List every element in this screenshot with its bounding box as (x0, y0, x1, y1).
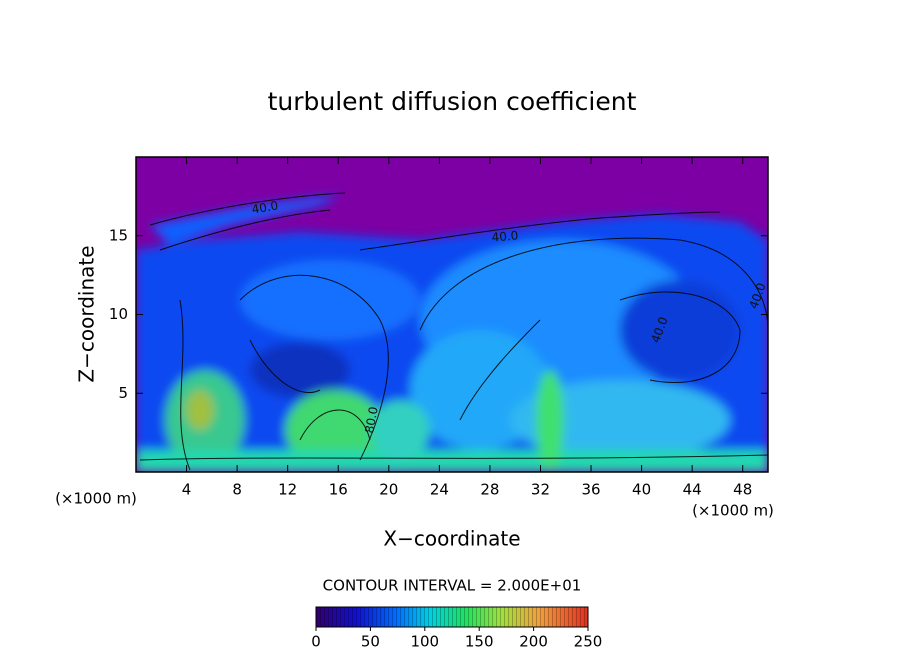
contour-interval: CONTOUR INTERVAL = 2.000E+01 (323, 577, 582, 595)
x-tick-label: 44 (683, 481, 702, 499)
x-tick-label: 40 (632, 481, 651, 499)
x-tick-label: 8 (232, 481, 242, 499)
colorbar-tick-label: 0 (311, 633, 321, 651)
colorbar-tick-label: 250 (574, 633, 603, 651)
y-tick-label: 15 (109, 226, 128, 244)
y-tick-label: 5 (118, 384, 128, 402)
y-axis-label: Z−coordinate (75, 245, 99, 382)
colorbar-tick-label: 100 (410, 633, 439, 651)
x-unit-label: (×1000 m) (692, 502, 774, 520)
colorbar-tick-label: 50 (361, 633, 380, 651)
y-tick-label: 10 (109, 305, 128, 323)
x-tick-label: 24 (430, 481, 449, 499)
x-unit-label: (×1000 m) (55, 490, 137, 508)
x-tick-label: 28 (480, 481, 499, 499)
contour-field (136, 157, 768, 472)
x-tick-label: 16 (329, 481, 348, 499)
x-tick-label: 48 (733, 481, 752, 499)
x-tick-label: 36 (581, 481, 600, 499)
contour-label: 40.0 (491, 228, 519, 244)
x-tick-label: 4 (182, 481, 192, 499)
contour-label: 80.0 (362, 406, 380, 435)
colorbar-frame (315, 606, 589, 628)
contour-label: 40.0 (251, 198, 280, 216)
x-tick-label: 12 (278, 481, 297, 499)
colorbar-tick-label: 150 (465, 633, 494, 651)
x-axis-label: X−coordinate (383, 527, 520, 551)
colorbar-tick-label: 200 (519, 633, 548, 651)
x-tick-label: 32 (531, 481, 550, 499)
chart-title: turbulent diffusion coefficient (268, 87, 637, 116)
x-tick-label: 20 (379, 481, 398, 499)
